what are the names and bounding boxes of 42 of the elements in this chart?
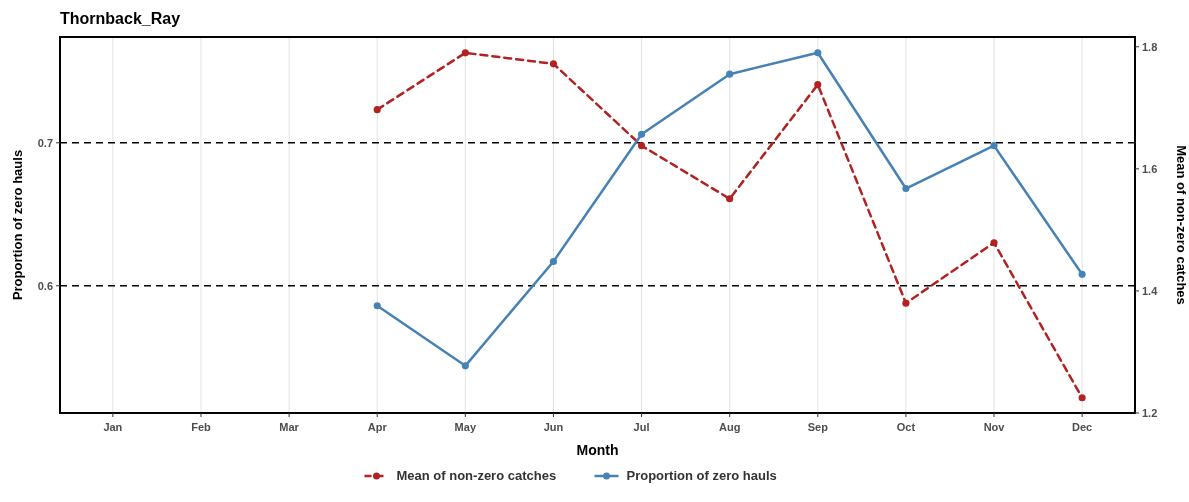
legend-label: Mean of non-zero catches [396, 468, 557, 483]
chart-title: Thornback_Ray [60, 10, 181, 27]
point [1078, 270, 1086, 278]
y2-tick-label: 1.2 [1142, 407, 1158, 419]
x-tick-label: Jan [103, 421, 123, 433]
point [549, 257, 558, 266]
point [637, 142, 646, 150]
x-tick-label: Dec [1072, 421, 1093, 433]
point [461, 49, 469, 57]
x-tick-label: Apr [367, 421, 388, 433]
point [990, 239, 998, 247]
point [461, 362, 469, 370]
y2-axis-title: Mean of non-zero catches [1174, 145, 1189, 305]
point [637, 130, 646, 138]
x-tick-label: Jun [543, 421, 564, 433]
point [726, 70, 734, 78]
point [814, 81, 822, 89]
point [902, 184, 910, 193]
point [726, 195, 734, 203]
y2-tick-label: 1.4 [1142, 284, 1159, 297]
x-tick-label: May [454, 421, 477, 433]
x-tick-label: Sep [807, 421, 829, 433]
y-tick-label: 0.7 [37, 136, 53, 149]
point [814, 49, 822, 57]
point [549, 60, 558, 68]
x-tick-label: Mar [279, 421, 300, 433]
x-tick-label: Nov [983, 421, 1006, 433]
y-axis-title: Proportion of zero hauls [10, 149, 25, 301]
y2-tick-label: 1.8 [1142, 40, 1158, 53]
point [373, 302, 381, 310]
point [373, 106, 381, 114]
x-tick-label: Jul [633, 421, 650, 433]
x-tick-label: Oct [896, 421, 916, 433]
point [990, 142, 998, 150]
x-tick-label: Aug [718, 421, 741, 433]
legend-label: Proportion of zero hauls [626, 468, 777, 483]
x-axis-title: Month [576, 442, 619, 458]
point [1078, 394, 1086, 402]
x-tick-label: Feb [191, 421, 212, 433]
y-tick-label: 0.6 [37, 279, 53, 292]
point [902, 299, 910, 307]
y2-tick-label: 1.6 [1142, 162, 1158, 175]
